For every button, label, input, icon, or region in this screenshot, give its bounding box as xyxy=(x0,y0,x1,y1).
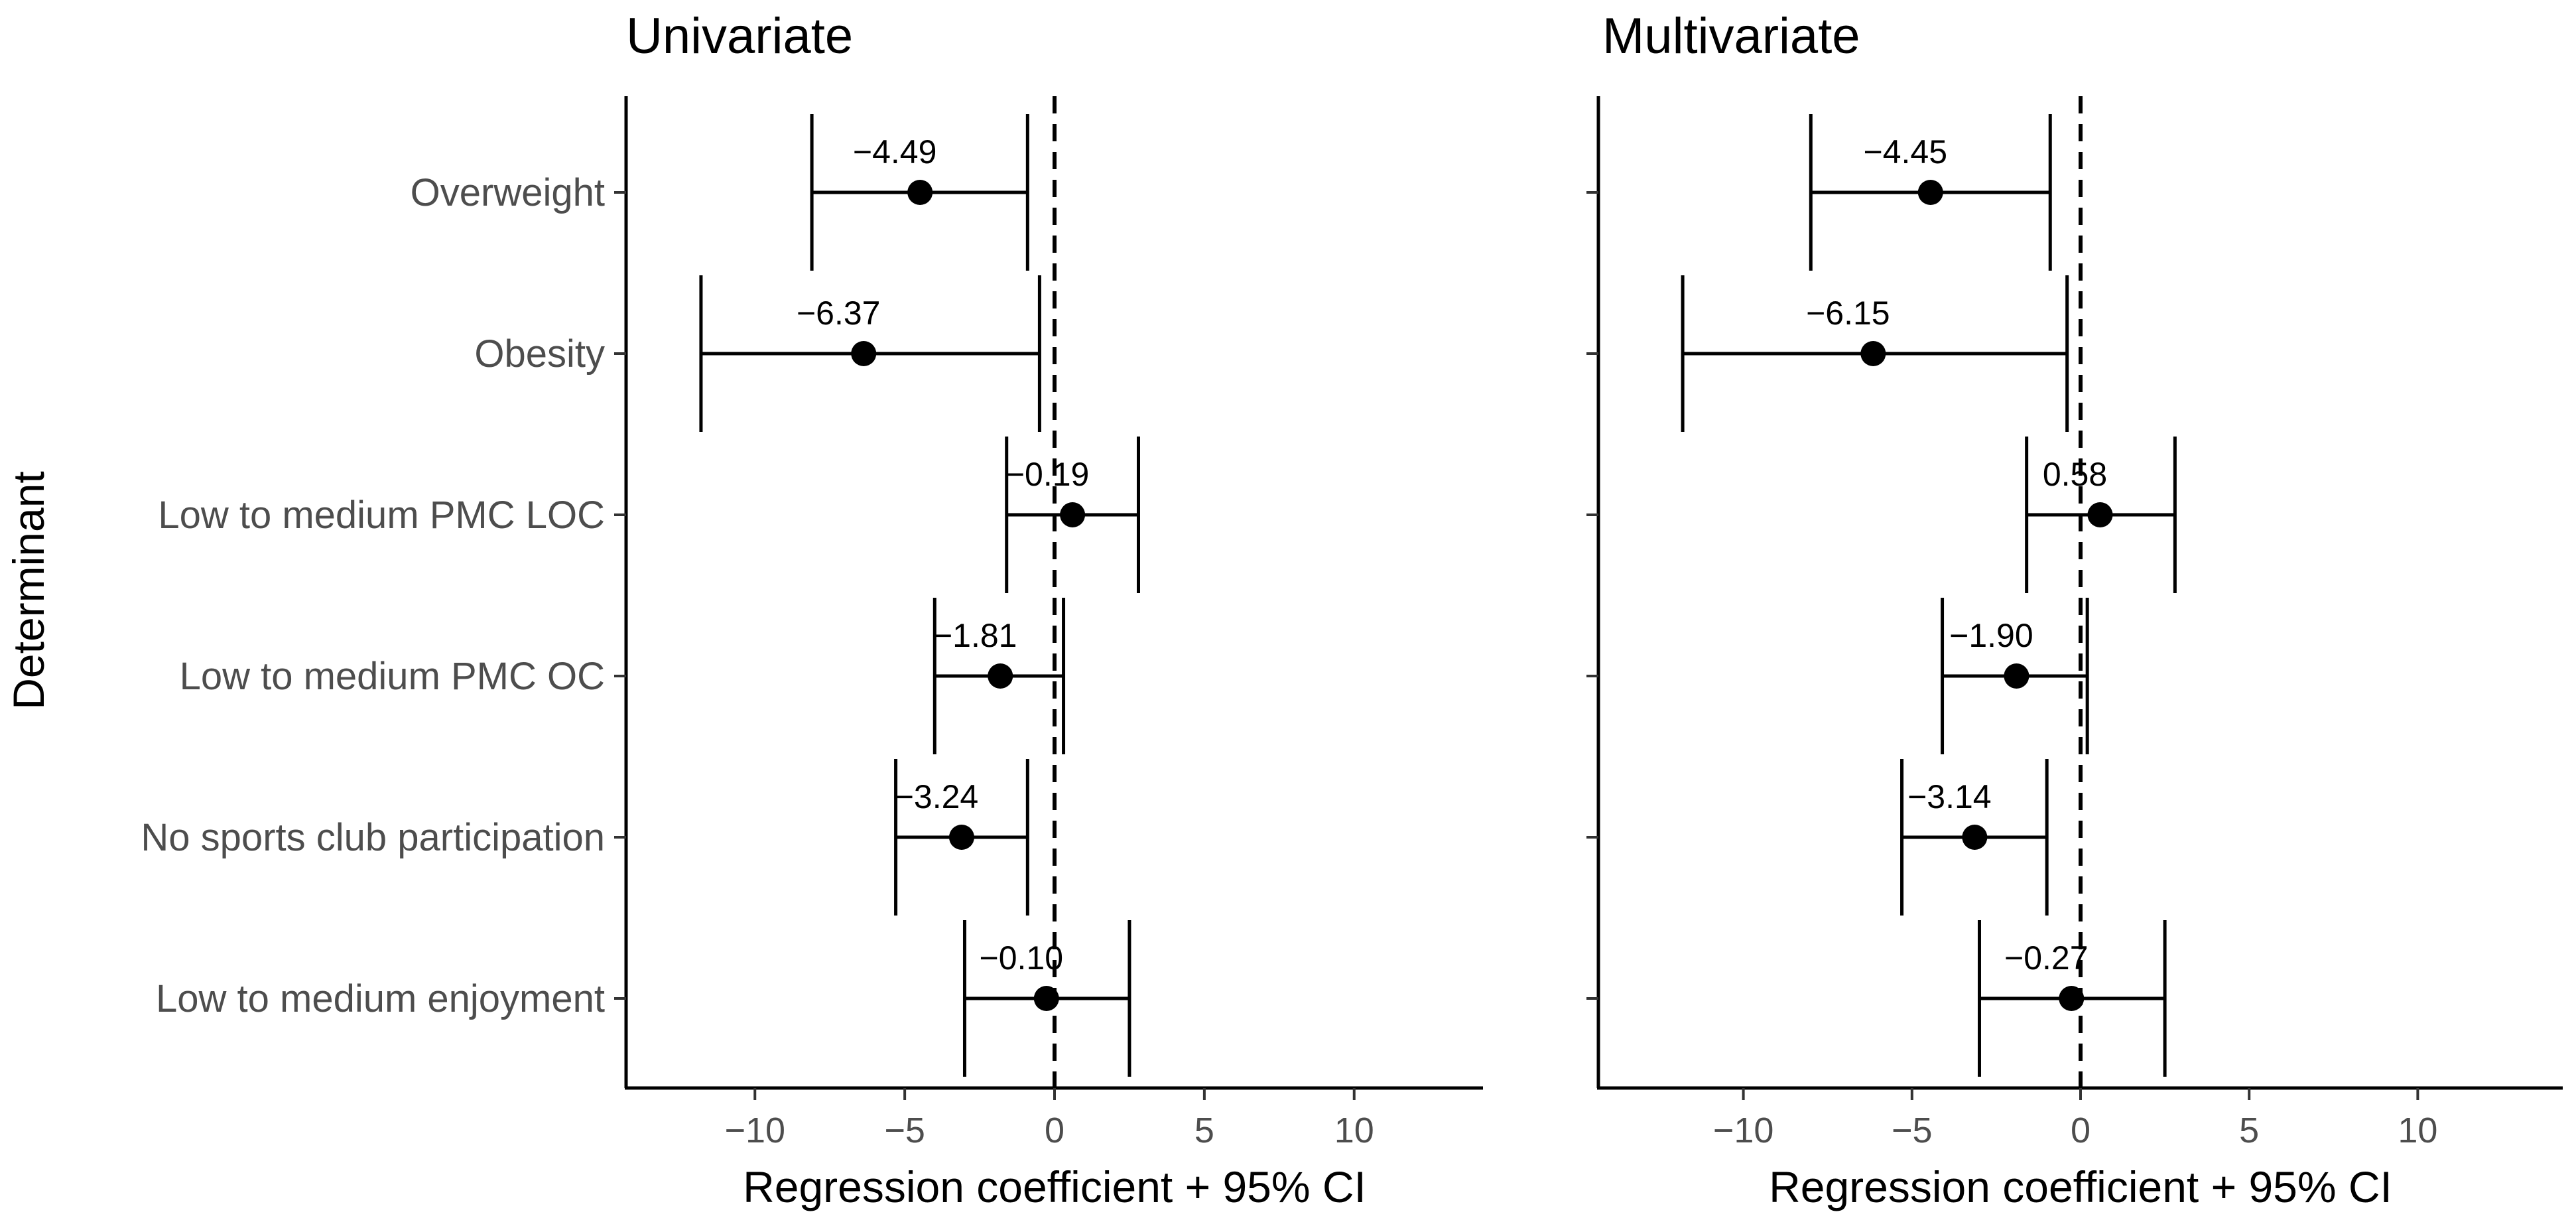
point-estimate-low-to-medium-pmc-oc xyxy=(2004,663,2029,689)
data-label-obesity: −6.15 xyxy=(1806,295,1890,332)
x-tick-label: 10 xyxy=(1334,1111,1374,1150)
data-label-low-to-medium-pmc-loc: −0.19 xyxy=(1005,456,1090,493)
point-estimate-obesity xyxy=(851,341,877,366)
data-label-low-to-medium-pmc-oc: −1.90 xyxy=(1949,617,2033,654)
point-estimate-no-sports-club-participation xyxy=(948,825,974,850)
point-estimate-low-to-medium-pmc-loc xyxy=(2087,502,2113,527)
y-tick-label-obesity: Obesity xyxy=(474,332,605,375)
panel-univariate: Univariate Overweight Obesity Low to medium… xyxy=(141,8,1483,1211)
y-tick-label-low-to-medium-pmc-oc: Low to medium PMC OC xyxy=(180,655,605,698)
x-tick-label: −5 xyxy=(884,1111,925,1150)
panel-title: Multivariate xyxy=(1602,8,1860,64)
data-label-low-to-medium-enjoyment: −0.27 xyxy=(2004,939,2089,977)
x-axis-title: Regression coefficient + 95% CI xyxy=(743,1162,1366,1211)
y-axis-title: Determinant xyxy=(4,471,53,710)
panel-title: Univariate xyxy=(626,8,853,64)
data-label-obesity: −6.37 xyxy=(797,295,881,332)
data-label-low-to-medium-pmc-oc: −1.81 xyxy=(933,617,1017,654)
plot-panels: Univariate Overweight Obesity Low to medium… xyxy=(141,8,2563,1211)
point-estimate-low-to-medium-pmc-oc xyxy=(988,663,1013,689)
data-label-low-to-medium-pmc-loc: 0.58 xyxy=(2043,456,2107,493)
point-estimate-low-to-medium-enjoyment xyxy=(1033,986,1059,1011)
y-tick-label-low-to-medium-pmc-loc: Low to medium PMC LOC xyxy=(158,494,605,537)
x-tick-label: 10 xyxy=(2398,1111,2437,1150)
point-estimate-overweight xyxy=(1917,180,1943,205)
point-estimate-obesity xyxy=(1860,341,1886,366)
x-axis-title: Regression coefficient + 95% CI xyxy=(1769,1162,2392,1211)
x-tick-label: −10 xyxy=(724,1111,785,1150)
x-tick-label: −5 xyxy=(1892,1111,1933,1150)
x-tick-label: 0 xyxy=(1045,1111,1064,1150)
data-label-overweight: −4.45 xyxy=(1864,133,1948,170)
data-label-no-sports-club-participation: −3.24 xyxy=(895,778,979,815)
x-tick-label: −10 xyxy=(1713,1111,1774,1150)
x-tick-label: 5 xyxy=(1194,1111,1214,1150)
data-label-overweight: −4.49 xyxy=(853,133,937,170)
y-tick-label-low-to-medium-enjoyment: Low to medium enjoyment xyxy=(156,977,605,1020)
point-estimate-no-sports-club-participation xyxy=(1962,825,1988,850)
point-estimate-low-to-medium-pmc-loc xyxy=(1060,502,1086,527)
x-tick-label: 5 xyxy=(2239,1111,2259,1150)
point-estimate-overweight xyxy=(907,180,933,205)
y-tick-label-overweight: Overweight xyxy=(411,171,605,214)
data-label-low-to-medium-enjoyment: −0.10 xyxy=(980,939,1064,977)
data-label-no-sports-club-participation: −3.14 xyxy=(1907,778,1992,815)
y-tick-label-no-sports-club-participation: No sports club participation xyxy=(141,816,605,859)
x-tick-label: 0 xyxy=(2071,1111,2091,1150)
point-estimate-low-to-medium-enjoyment xyxy=(2059,986,2085,1011)
